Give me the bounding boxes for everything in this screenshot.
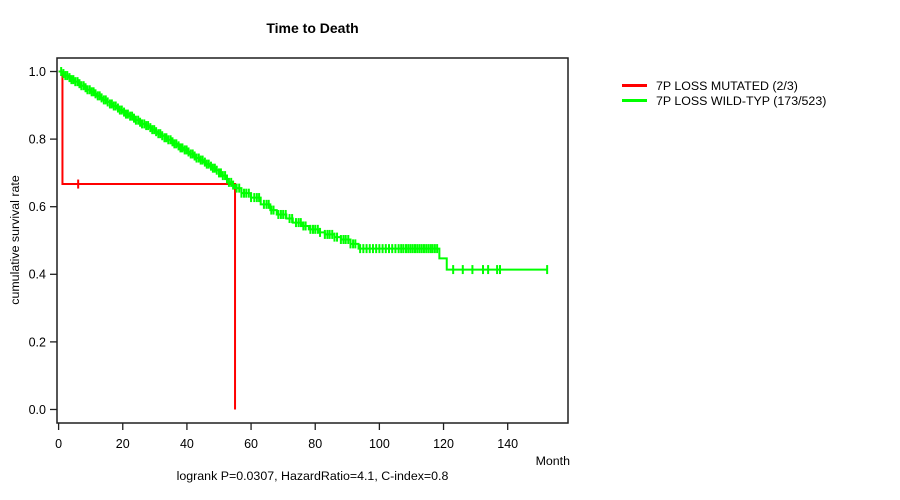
x-axis-label: Month [535,454,570,468]
x-tick-label: 60 [244,437,258,451]
x-tick-label: 120 [433,437,454,451]
x-tick-label: 100 [369,437,390,451]
y-axis-ticks: 0.0 0.2 0.4 0.6 0.8 1.0 [29,65,57,417]
chart-title: Time to Death [266,20,359,36]
y-axis-label: cumulative survival rate [8,175,22,305]
x-tick-label: 80 [308,437,322,451]
legend-label-wildtype: 7P LOSS WILD-TYP (173/523) [656,93,827,108]
legend-item-wildtype: 7P LOSS WILD-TYP (173/523) [622,93,826,108]
y-tick-label: 0.2 [29,335,46,349]
legend-item-mutated: 7P LOSS MUTATED (2/3) [622,78,826,93]
x-tick-label: 40 [180,437,194,451]
legend: 7P LOSS MUTATED (2/3) 7P LOSS WILD-TYP (… [622,78,826,108]
stats-annotation: logrank P=0.0307, HazardRatio=4.1, C-ind… [176,469,449,483]
legend-label-mutated: 7P LOSS MUTATED (2/3) [656,78,798,93]
y-tick-label: 0.4 [29,268,46,282]
x-tick-label: 0 [55,437,62,451]
y-tick-label: 0.0 [29,403,46,417]
series-wildtype-curve [58,70,548,271]
legend-swatch-wildtype [622,99,647,102]
x-tick-label: 20 [116,437,130,451]
plot-frame [56,57,569,424]
y-tick-label: 0.8 [29,133,46,147]
x-tick-label: 140 [497,437,518,451]
x-axis-ticks: 0 20 40 60 80 100 120 140 [55,423,518,451]
legend-swatch-mutated [622,84,647,87]
y-tick-label: 0.6 [29,200,46,214]
y-tick-label: 1.0 [29,65,46,79]
series-wildtype-censor-marks [60,67,549,275]
